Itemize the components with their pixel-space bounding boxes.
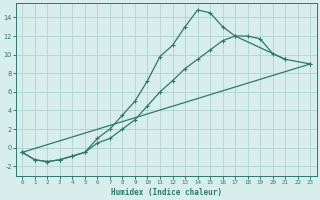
X-axis label: Humidex (Indice chaleur): Humidex (Indice chaleur)	[111, 188, 222, 197]
